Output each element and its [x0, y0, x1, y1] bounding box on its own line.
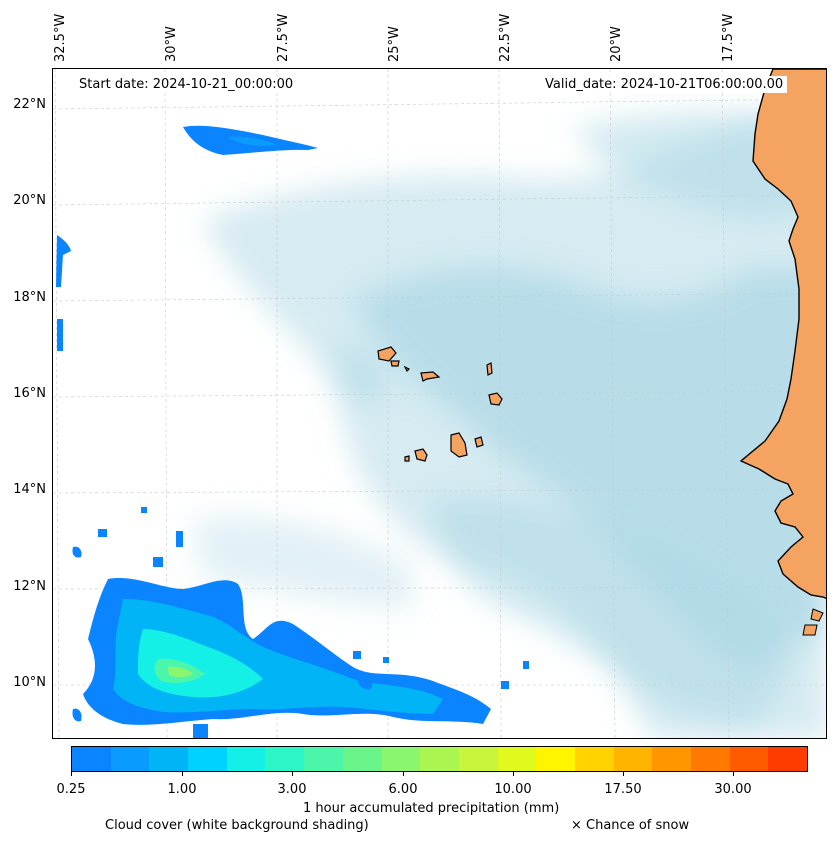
colorbar-tick-label: 17.50	[604, 782, 642, 797]
island-santiago	[450, 432, 468, 458]
island-maio	[474, 436, 484, 448]
colorbar-tick-label: 6.00	[388, 782, 418, 797]
colorbar-segment	[381, 747, 421, 771]
colorbar-tick-label: 1.00	[167, 782, 197, 797]
colorbar-tickmark	[71, 772, 72, 776]
colorbar-tick-label: 0.25	[56, 782, 86, 797]
cloud-cover-legend: Cloud cover (white background shading)	[105, 818, 369, 833]
valid-date-label: Valid_date: 2024-10-21T06:00:00.00	[541, 76, 788, 93]
colorbar-tickmark	[292, 772, 293, 776]
colorbar-tick-label: 30.00	[714, 782, 752, 797]
colorbar-segment	[149, 747, 189, 771]
colorbar-label: 1 hour accumulated precipitation (mm)	[303, 801, 560, 816]
map-canvas	[53, 69, 826, 738]
lon-label-27-5w: 27.5°W	[276, 13, 291, 62]
lat-label-22n: 22°N	[13, 97, 46, 112]
colorbar-tickmark	[733, 772, 734, 776]
island-sao-nicolau	[420, 371, 441, 382]
lon-label-22-5w: 22.5°W	[498, 13, 513, 62]
cloud-cover-layer	[193, 99, 826, 738]
colorbar-segment	[497, 747, 537, 771]
lon-label-20w: 20°W	[609, 26, 624, 62]
colorbar-segment	[729, 747, 769, 771]
lon-label-25w: 25°W	[387, 26, 402, 62]
lon-label-32-5w: 32.5°W	[53, 13, 68, 62]
precipitation-layer	[56, 125, 529, 738]
colorbar-segment	[188, 747, 227, 771]
island-boa-vista	[488, 392, 503, 406]
start-date-label: Start date: 2024-10-21_00:00:00	[75, 76, 298, 93]
island-sal	[486, 362, 493, 376]
colorbar-tickmark	[623, 772, 624, 776]
lat-label-10n: 10°N	[13, 675, 46, 690]
lon-label-17-5w: 17.5°W	[721, 13, 736, 62]
colorbar-segment	[226, 747, 266, 771]
colorbar-tickmark	[403, 772, 404, 776]
island-brava	[404, 455, 410, 462]
colorbar-segment	[420, 747, 459, 771]
cape-verde-islands	[377, 346, 503, 462]
africa-coastline	[739, 69, 826, 636]
colorbar-tickmark	[513, 772, 514, 776]
lat-label-18n: 18°N	[13, 290, 46, 305]
island-fogo	[414, 448, 428, 462]
lat-label-12n: 12°N	[13, 579, 46, 594]
colorbar-segment	[342, 747, 382, 771]
colorbar-segment	[613, 747, 653, 771]
colorbar-segment	[768, 747, 808, 771]
colorbar-segment	[574, 747, 614, 771]
colorbar-tickmark	[182, 772, 183, 776]
colorbar-segment	[458, 747, 498, 771]
island-santo-antao	[377, 346, 397, 362]
precipitation-colorbar	[71, 746, 808, 772]
colorbar-tick-label: 10.00	[494, 782, 532, 797]
colorbar-segment	[72, 747, 111, 771]
island-sao-vicente	[390, 360, 400, 367]
colorbar-segment	[110, 747, 150, 771]
colorbar-tick-label: 3.00	[277, 782, 307, 797]
island-santa-luzia	[403, 365, 411, 373]
lat-label-14n: 14°N	[13, 482, 46, 497]
colorbar-segment	[536, 747, 575, 771]
lon-label-30w: 30°W	[164, 26, 179, 62]
colorbar-segment	[265, 747, 305, 771]
lat-label-16n: 16°N	[13, 386, 46, 401]
colorbar-segment	[304, 747, 343, 771]
snow-legend: × Chance of snow	[571, 818, 690, 833]
map-panel	[52, 68, 827, 739]
colorbar-segment	[691, 747, 730, 771]
colorbar-segment	[652, 747, 691, 771]
lat-label-20n: 20°N	[13, 193, 46, 208]
